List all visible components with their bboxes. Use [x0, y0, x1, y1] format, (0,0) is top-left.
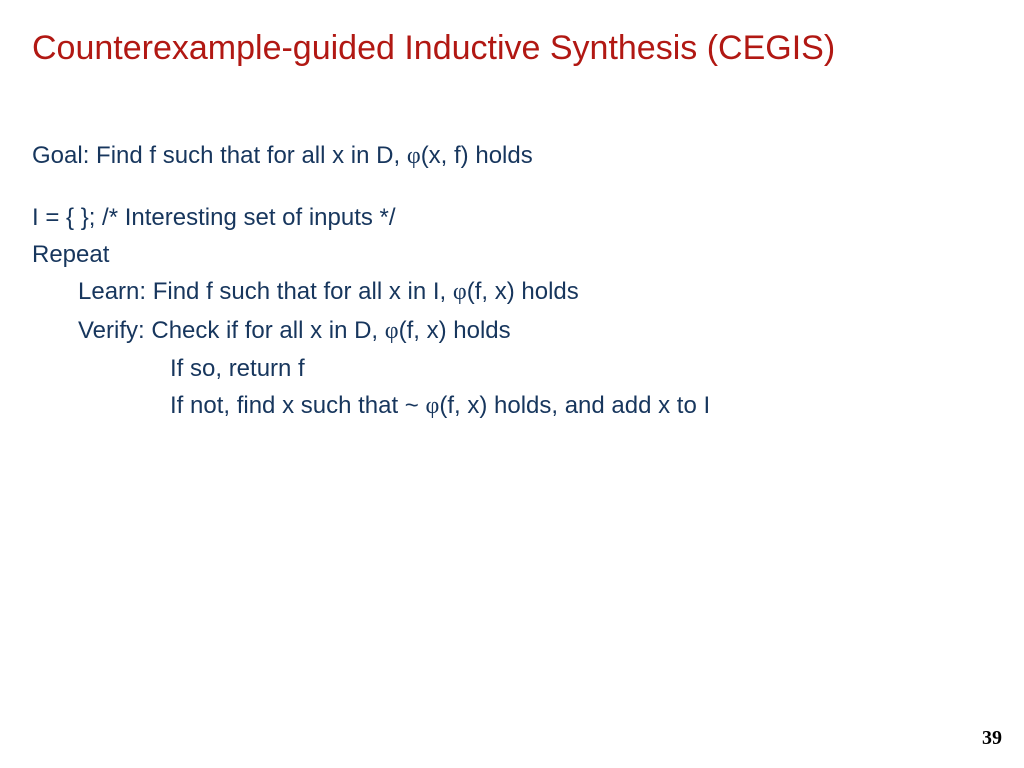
phi-symbol: φ	[407, 143, 421, 169]
learn-line: Learn: Find f such that for all x in I, …	[32, 273, 992, 311]
goal-post: (x, f) holds	[421, 142, 533, 169]
slide-container: Counterexample-guided Inductive Synthesi…	[0, 0, 1024, 768]
verify-line: Verify: Check if for all x in D, φ(f, x)…	[32, 312, 992, 350]
ifnot-pre: If not, find x such that ~	[170, 392, 425, 419]
slide-title: Counterexample-guided Inductive Synthesi…	[32, 28, 992, 69]
page-number: 39	[982, 727, 1002, 750]
ifnot-post: (f, x) holds, and add x to I	[439, 392, 710, 419]
slide-body: Goal: Find f such that for all x in D, φ…	[32, 137, 992, 425]
phi-symbol: φ	[453, 279, 467, 305]
learn-post: (f, x) holds	[467, 278, 579, 305]
phi-symbol: φ	[385, 318, 399, 344]
verify-post: (f, x) holds	[399, 317, 511, 344]
learn-pre: Learn: Find f such that for all x in I,	[78, 278, 453, 305]
phi-symbol: φ	[425, 393, 439, 419]
verify-pre: Verify: Check if for all x in D,	[78, 317, 385, 344]
ifnot-line: If not, find x such that ~ φ(f, x) holds…	[32, 387, 992, 425]
goal-pre: Goal: Find f such that for all x in D,	[32, 142, 407, 169]
ifso-line: If so, return f	[32, 350, 992, 387]
repeat-line: Repeat	[32, 236, 992, 273]
init-line: I = { }; /* Interesting set of inputs */	[32, 199, 992, 236]
goal-line: Goal: Find f such that for all x in D, φ…	[32, 137, 992, 175]
